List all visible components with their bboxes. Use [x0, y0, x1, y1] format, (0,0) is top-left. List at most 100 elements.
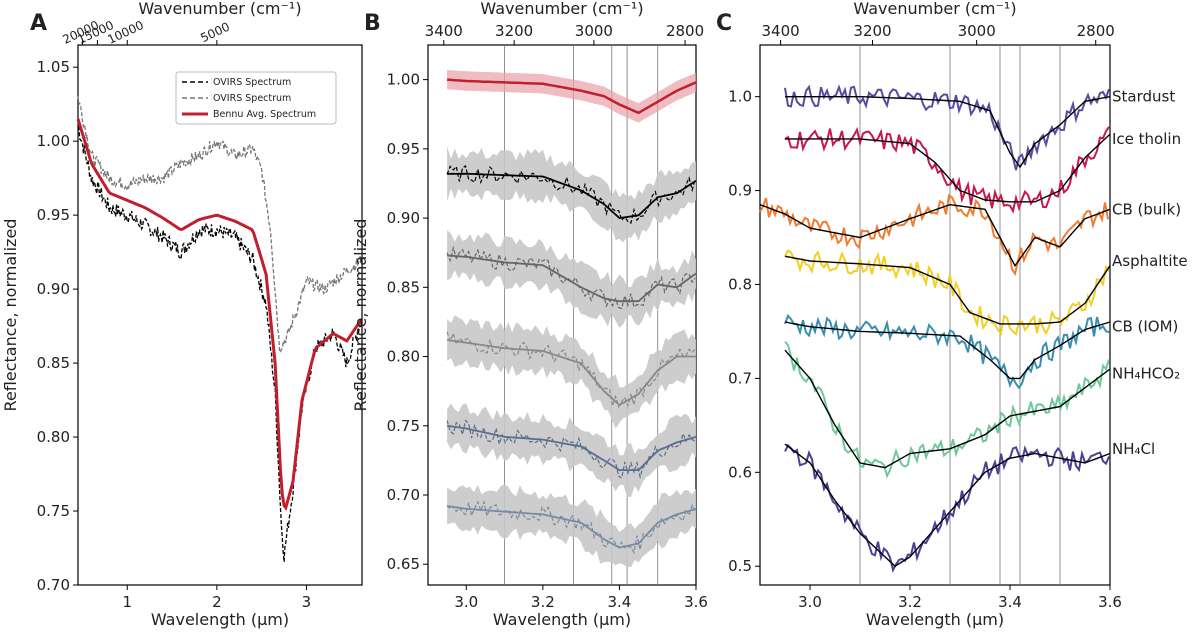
panel-a-ytick-label: 1.00: [37, 132, 70, 150]
panel-b-xtick-label: 3.0: [454, 593, 478, 611]
panel-a-ytick-label: 0.75: [37, 502, 70, 520]
panel-c-label-asphaltite: Asphaltite: [1112, 252, 1188, 270]
panel-c-fit-cb-iom: [784, 321, 1111, 380]
panel-b-ytick-label: 0.65: [387, 555, 420, 573]
panel-c-ytick-label: 0.9: [728, 182, 752, 200]
panel-c-ytick-label: 0.5: [728, 557, 752, 575]
panel-c-top-tick-label: 3200: [853, 22, 891, 40]
panel-a-top-tick-label: 5000: [198, 20, 232, 46]
panel-b-band-bennu-avg-spectrum: [447, 69, 696, 123]
panel-b-band-spectrum-2: [447, 230, 696, 328]
panel-c-noisy-cb-iom: [784, 314, 1110, 390]
panel-a-ytick-label: 0.90: [37, 280, 70, 298]
panel-b-series-spectrum-1: [447, 172, 697, 220]
panel-c-fit-ice-tholin: [785, 133, 1111, 203]
panel-b-series-spectrum-3: [446, 339, 696, 407]
panel-b-top-xlabel: Wavenumber (cm⁻¹): [480, 0, 643, 18]
panel-b-top-tick-label: 2800: [666, 22, 704, 40]
panel-c-letter: C: [716, 11, 732, 36]
panel-c-xtick-label: 3.6: [1098, 593, 1122, 611]
panel-a-ytick-label: 0.70: [37, 576, 70, 594]
panel-c-noisy-nh-cl: [784, 443, 1110, 573]
panel-c-frame: [759, 44, 1111, 586]
panel-a-ytick-label: 1.05: [37, 58, 70, 76]
panel-c-noisy-stardust: [784, 84, 1110, 171]
panel-c: C 3.0 3.2 3.4 3.6 0.5 0.6 0.7 0.8 0.9 1.0 3400 3200…: [716, 0, 1188, 629]
panel-c-label-cb-bulk: CB (bulk): [1112, 200, 1181, 218]
panel-c-noisy-cb-bulk: [759, 193, 1109, 277]
panel-a-xtick-label: 1: [123, 593, 133, 611]
panel-c-ytick-label: 0.6: [728, 463, 752, 481]
panel-b-xtick-label: 3.6: [684, 593, 708, 611]
panel-a-ytick-label: 0.95: [37, 206, 70, 224]
panel-b-xtick-label: 3.2: [531, 593, 555, 611]
panel-b-series-spectrum-2: [447, 254, 697, 303]
panel-b-letter: B: [364, 11, 381, 36]
panel-b-xlabel: Wavelength (µm): [493, 610, 631, 629]
panel-c-xtick-label: 3.4: [998, 593, 1022, 611]
panel-b-ytick-label: 0.75: [387, 417, 420, 435]
panel-c-xlabel: Wavelength (µm): [866, 610, 1004, 629]
panel-b-series-spectrum-5: [446, 505, 697, 549]
panel-c-ytick-label: 1.0: [728, 88, 752, 106]
panel-b-top-tick-label: 3000: [575, 22, 613, 40]
panel-b-ytick-label: 0.70: [387, 486, 420, 504]
panel-a-xtick-label: 3: [302, 593, 312, 611]
panel-b-series-spectrum-4: [446, 424, 697, 471]
panel-b-noisy-spectrum-4: [446, 419, 696, 480]
panel-c-label-nh-cl: NH₄Cl: [1112, 440, 1155, 458]
panel-b-ytick-label: 0.95: [387, 140, 420, 158]
panel-a-letter: A: [30, 11, 47, 36]
panel-c-label-ice-tholin: Ice tholin: [1112, 130, 1181, 148]
panel-c-top-tick-label: 3000: [958, 22, 996, 40]
panel-b-band-spectrum-4: [447, 403, 696, 498]
panel-b-ytick-label: 0.85: [387, 278, 420, 296]
panel-c-label-cb-iom: CB (IOM): [1112, 318, 1178, 336]
panel-b-ytick-label: 1.00: [387, 71, 420, 89]
panel-b-ylabel: Reflectance, normalized: [351, 219, 370, 412]
panel-a-ytick-label: 0.85: [37, 354, 70, 372]
panel-b-top-tick-label: 3200: [495, 22, 533, 40]
legend-label-3: Bennu Avg. Spectrum: [213, 109, 316, 120]
panel-b-series-bennu-avg-spectrum: [447, 78, 697, 115]
panel-c-fit-nh-hco: [784, 349, 1111, 469]
panel-a-ylabel: Reflectance, normalized: [1, 219, 20, 412]
panel-b-frame: [427, 44, 697, 586]
panel-b-xtick-label: 3.4: [607, 593, 631, 611]
panel-c-ytick-label: 0.8: [728, 275, 752, 293]
panel-b-noisy-spectrum-1: [446, 164, 696, 224]
panel-b: B 3.0 3.2 3.4 3.6 0.65 0.70 0.75 0.80 0.85 0.90 0.…: [351, 0, 708, 629]
panel-b-band-spectrum-5: [447, 484, 696, 567]
panel-c-fit-nh-cl: [784, 443, 1111, 568]
panel-a-legend: OVIRS Spectrum OVIRS Spectrum Bennu Avg.…: [175, 71, 337, 125]
panel-b-band-spectrum-3: [447, 315, 696, 429]
legend-label-1: OVIRS Spectrum: [213, 77, 291, 88]
panel-c-fit-asphaltite: [784, 255, 1111, 325]
panel-a-ytick-label: 0.80: [37, 428, 70, 446]
panel-c-xtick-label: 3.2: [898, 593, 922, 611]
panel-c-fit-stardust: [785, 96, 1111, 169]
panel-a-xtick-label: 2: [212, 593, 222, 611]
panel-c-label-stardust: Stardust: [1112, 88, 1175, 106]
panel-c-xtick-label: 3.0: [798, 593, 822, 611]
panel-c-fit-cb-bulk: [759, 203, 1111, 268]
panel-c-noisy-ice-tholin: [784, 126, 1110, 214]
panel-a-series-ovirs-spectrum-1: [77, 95, 363, 353]
panel-c-label-nh-hco: NH₄HCO₂: [1112, 365, 1180, 383]
panel-b-band-spectrum-1: [447, 146, 696, 243]
panel-b-noisy-spectrum-2: [446, 245, 696, 310]
panel-b-top-tick-label: 3400: [425, 22, 463, 40]
panel-c-top-xlabel: Wavenumber (cm⁻¹): [853, 0, 1016, 18]
panel-c-top-tick-label: 3400: [761, 22, 799, 40]
legend-box: [175, 71, 337, 125]
panel-c-ytick-label: 0.7: [728, 369, 752, 387]
panel-b-ytick-label: 0.90: [387, 209, 420, 227]
panel-a: A 1 2 30.700.750.800.850.900.951.001.05200…: [1, 0, 363, 629]
panel-a-xlabel: Wavelength (µm): [151, 610, 289, 629]
panel-a-series-bennu-avg-spectrum-2: [76, 118, 363, 511]
legend-label-2: OVIRS Spectrum: [213, 93, 291, 104]
panel-a-top-xlabel: Wavenumber (cm⁻¹): [138, 0, 301, 18]
panel-c-top-tick-label: 2800: [1077, 22, 1115, 40]
panel-a-frame: [77, 44, 363, 586]
